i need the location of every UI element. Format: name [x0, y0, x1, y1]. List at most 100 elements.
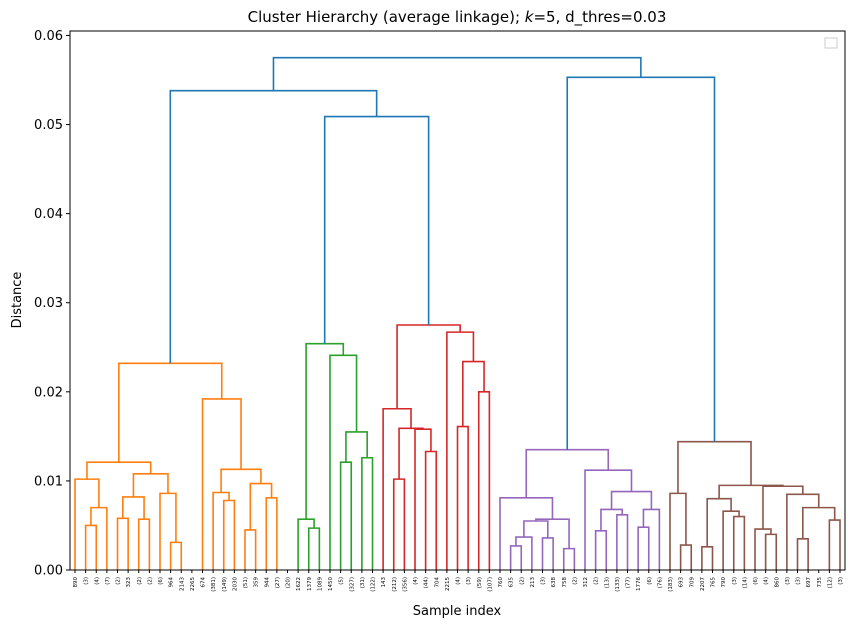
leaf-label: 1379	[307, 577, 313, 591]
y-axis-ticks: 0.00 0.01 0.02 0.03 0.04 0.05 0.06	[34, 29, 70, 579]
leaf-label: 2207	[700, 577, 706, 591]
leaf-label: (6)	[753, 577, 759, 585]
leaf-label: (2)	[147, 577, 153, 585]
leaf-label: (356)	[402, 577, 408, 592]
dendrogram-link-b6c	[786, 493, 820, 570]
leaf-label: 213	[530, 577, 536, 588]
chart-title-prefix: Cluster Hierarchy (average linkage);	[248, 8, 525, 26]
leaf-label: (122)	[371, 577, 377, 592]
leaf-label: (3)	[541, 577, 547, 585]
leaf-label: (327)	[349, 577, 355, 592]
leaf-label: 1776	[636, 577, 642, 591]
leaf-label: (44)	[424, 577, 430, 588]
leaf-label: 143	[381, 577, 387, 588]
leaf-label: (4)	[456, 577, 462, 585]
dendrogram-link-o9	[159, 492, 177, 570]
y-tick-label: 0.04	[34, 207, 63, 222]
leaf-label: (133)	[615, 577, 621, 592]
legend-box	[824, 37, 838, 49]
leaf-label: (2)	[572, 577, 578, 585]
leaf-label: (3)	[84, 577, 90, 585]
leaf-label: 312	[583, 577, 589, 588]
leaf-label: 323	[126, 577, 132, 588]
leaf-label: 2265	[190, 577, 196, 591]
leaf-label: 635	[509, 577, 515, 588]
leaf-label: (6)	[647, 577, 653, 585]
leaf-label: 359	[254, 577, 260, 588]
leaf-label: (27)	[275, 577, 281, 588]
leaf-label: 1622	[296, 577, 302, 591]
leaf-label: 709	[689, 577, 695, 588]
dendrogram-link-b2	[669, 492, 687, 570]
leaf-label: 964	[169, 577, 175, 588]
leaf-label: (107)	[487, 577, 493, 592]
leaf-label: (3)	[796, 577, 802, 585]
leaf-label: (149)	[222, 577, 228, 592]
dendrogram-link-o10	[132, 472, 169, 497]
leaf-label: (12)	[827, 577, 833, 588]
dendrogram-link-r5	[456, 425, 469, 570]
dendrogram-link-b1	[679, 544, 693, 570]
dendrogram-link-b8	[718, 484, 784, 499]
leaf-label: 890	[73, 577, 79, 588]
leaf-label: (6)	[158, 577, 164, 585]
y-tick-label: 0.02	[34, 385, 63, 400]
leaf-label: 790	[721, 577, 727, 588]
leaf-label: 944	[264, 577, 270, 588]
dendrogram-link-o17	[249, 482, 273, 530]
leaf-label: (3)	[466, 577, 472, 585]
leaf-label: (4)	[764, 577, 770, 585]
y-tick-label: 0.03	[34, 296, 63, 311]
y-tick-label: 0.01	[34, 474, 63, 489]
leaf-label: (4)	[94, 577, 100, 585]
leaf-label: (7)	[105, 577, 111, 585]
leaf-label: (2)	[137, 577, 143, 585]
leaf-label: (2)	[116, 577, 122, 585]
leaf-label: 860	[774, 577, 780, 588]
leaf-label: (5)	[339, 577, 345, 585]
leaf-label: (2)	[594, 577, 600, 585]
leaf-label: 2030	[232, 577, 238, 591]
y-tick-label: 0.06	[34, 29, 63, 44]
x-axis-ticks: 890 (3) (4) (7) (2) 323 (2) (2) (6) 964 2143 2265 67…	[73, 570, 844, 592]
leaf-label: (59)	[477, 577, 483, 588]
leaf-label: (212)	[392, 577, 398, 592]
leaf-label: 697	[806, 577, 812, 588]
leaf-label: (3)	[785, 577, 791, 585]
leaf-label: (20)	[286, 577, 292, 588]
leaf-label: 758	[562, 577, 568, 588]
x-axis-title: Sample index	[413, 604, 502, 619]
leaf-label: 2215	[445, 577, 451, 591]
leaf-label: 2143	[179, 577, 185, 591]
leaf-label: (14)	[742, 577, 748, 588]
dendrogram-link-o13	[212, 491, 230, 570]
leaf-label: (183)	[668, 577, 674, 592]
dendrogram-links	[74, 56, 841, 570]
leaf-label: (76)	[657, 577, 663, 588]
leaf-label: 765	[711, 577, 717, 588]
leaf-label: (51)	[243, 577, 249, 588]
leaf-label: 735	[817, 577, 823, 588]
dendrogram-link-top3	[566, 76, 716, 450]
leaf-label: (4)	[413, 577, 419, 585]
leaf-label: (77)	[626, 577, 632, 588]
dendrogram-link-p6	[616, 513, 629, 570]
leaf-label: 760	[498, 577, 504, 588]
leaf-label: 674	[201, 577, 207, 588]
y-tick-label: 0.05	[34, 118, 63, 133]
y-axis-title: Distance	[10, 272, 25, 329]
leaf-label: (3)	[838, 577, 844, 585]
leaf-label: 638	[551, 577, 557, 588]
chart-title: Cluster Hierarchy (average linkage); k=5…	[248, 8, 667, 27]
leaf-label: 704	[434, 577, 440, 588]
dendrogram-link-o8	[169, 541, 183, 570]
dendrogram-link-b5a	[764, 533, 778, 570]
leaf-label: (3)	[732, 577, 738, 585]
leaf-label: (31)	[360, 577, 366, 588]
leaf-label: (2)	[519, 577, 525, 585]
leaf-label: 1089	[317, 577, 323, 591]
chart-title-suffix: =5, d_thres=0.03	[533, 8, 666, 27]
dendrogram-link-g6	[329, 354, 358, 570]
leaf-label: 1450	[328, 577, 334, 591]
